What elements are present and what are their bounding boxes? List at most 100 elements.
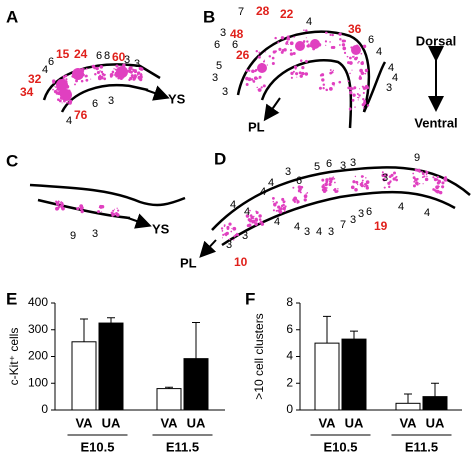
cell-dot <box>274 36 277 40</box>
cell-dot <box>433 177 438 182</box>
y-tick-label: 2 <box>286 375 293 389</box>
cell-dot <box>292 198 296 202</box>
cell-dot <box>230 230 233 233</box>
cell-dot <box>330 46 334 49</box>
cell-dot <box>286 36 291 41</box>
cell-count: 3 <box>92 228 98 240</box>
cell-dot <box>226 227 230 231</box>
cell-dot <box>272 209 275 212</box>
panel-label: D <box>214 149 226 168</box>
cell-dot <box>111 214 114 217</box>
cell-dot <box>356 92 359 95</box>
cell-dot <box>94 65 96 67</box>
cell-count: 5 <box>216 60 222 72</box>
cell-dot <box>331 33 334 37</box>
cell-dot <box>115 64 119 68</box>
cell-dot <box>325 31 328 34</box>
arrow <box>127 213 152 229</box>
vessel-outline <box>260 59 353 129</box>
cell-count: 3 <box>108 95 114 107</box>
cell-dot <box>321 185 324 188</box>
cell-dot <box>329 33 332 37</box>
cell-dot <box>305 29 308 32</box>
cell-dot <box>61 206 65 211</box>
cell-dot <box>247 218 251 222</box>
cell-dot <box>117 209 120 212</box>
y-axis-label: c-Kit⁺ cells <box>7 328 21 386</box>
cell-cluster <box>72 68 84 80</box>
cell-dot <box>322 83 326 86</box>
cell-count: 3 <box>242 230 248 242</box>
cell-dot <box>262 84 266 88</box>
cell-dot <box>325 88 328 92</box>
cell-dot <box>111 70 115 74</box>
cell-dot <box>424 177 429 182</box>
vessel-outline <box>29 183 186 207</box>
cell-dot <box>329 41 331 43</box>
cell-dot <box>61 102 63 104</box>
error-bar <box>80 318 88 342</box>
cell-dot <box>388 185 391 189</box>
cell-dot <box>58 201 60 203</box>
cluster-count: 24 <box>74 47 88 61</box>
cell-dot <box>334 181 336 184</box>
cell-count: 4 <box>388 62 394 74</box>
cluster-count: 36 <box>348 22 362 36</box>
cell-count: 3 <box>350 214 356 226</box>
cell-dot <box>90 78 92 80</box>
cell-dot <box>298 71 302 75</box>
cell-dot <box>59 202 62 204</box>
cell-dot <box>353 55 355 57</box>
cell-dot <box>85 78 89 82</box>
cell-dot <box>358 88 361 90</box>
cell-dot <box>273 203 277 207</box>
cell-dot <box>357 96 360 99</box>
cell-dot <box>337 188 339 190</box>
cell-dot <box>114 208 116 210</box>
cell-dot <box>366 104 370 107</box>
x-tick-label: E11.5 <box>166 439 199 454</box>
bar <box>183 358 209 411</box>
cell-dot <box>117 76 121 80</box>
cell-dot <box>389 180 392 183</box>
series-label: VA <box>75 415 93 430</box>
cell-dot <box>255 49 259 53</box>
cell-dot <box>293 36 295 38</box>
cell-count: 6 <box>296 175 302 187</box>
cell-count: 5 <box>314 161 320 173</box>
orientation-label: Ventral <box>414 115 457 130</box>
cell-dot <box>390 173 394 177</box>
cell-dot <box>301 66 305 70</box>
cell-dot <box>321 188 325 192</box>
cell-cluster <box>257 63 267 73</box>
cell-dot <box>333 187 337 191</box>
cell-dot <box>289 49 293 52</box>
cell-dot <box>362 107 365 109</box>
cell-dot <box>66 101 69 104</box>
cell-dot <box>56 206 60 210</box>
cell-dot <box>94 73 97 76</box>
cell-dot <box>136 71 141 75</box>
y-tick-label: 400 <box>28 295 48 309</box>
cell-dot <box>328 182 332 187</box>
cell-dot <box>99 65 104 69</box>
y-tick-label: 0 <box>286 402 293 416</box>
cluster-count: 76 <box>74 108 88 122</box>
cell-dot <box>280 50 284 54</box>
cell-dot <box>322 87 325 90</box>
cell-dot <box>264 59 266 61</box>
cell-dot <box>364 72 367 75</box>
cell-dot <box>109 73 114 77</box>
site-label: PL <box>180 255 197 270</box>
cell-dot <box>260 86 263 89</box>
x-tick-label: E10.5 <box>81 439 115 454</box>
bar <box>314 342 340 411</box>
cell-dot <box>355 180 359 184</box>
cell-dot <box>275 209 278 212</box>
cell-count: 3 <box>222 86 228 98</box>
cell-dot <box>277 205 281 209</box>
cell-dot <box>358 60 360 63</box>
cell-dot <box>280 36 285 40</box>
cell-dot <box>222 233 225 236</box>
cell-dot <box>347 86 351 90</box>
